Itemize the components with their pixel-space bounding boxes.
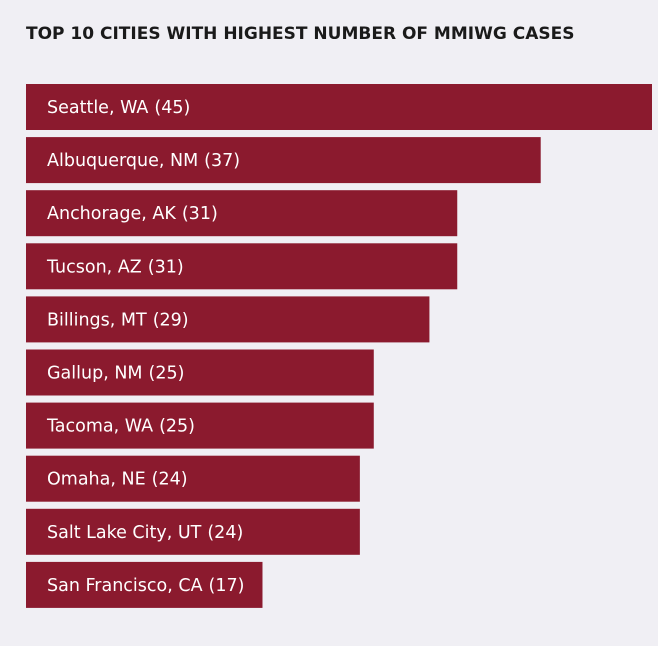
value-label: (25): [149, 364, 185, 384]
bar: [26, 402, 374, 449]
category-label: Seattle, WA: [47, 98, 148, 118]
value-label: (45): [154, 98, 190, 118]
bar: [26, 137, 541, 184]
category-label: Tacoma, WA: [46, 417, 153, 437]
bar-label: Gallup, NM (25): [47, 364, 184, 384]
bar-label: Omaha, NE (24): [47, 470, 188, 490]
value-label: (37): [204, 151, 240, 171]
category-label: Albuquerque, NM: [47, 151, 198, 171]
bar-label: Tucson, AZ (31): [46, 257, 184, 277]
value-label: (31): [182, 204, 218, 224]
chart-title: TOP 10 CITIES WITH HIGHEST NUMBER OF MMI…: [26, 24, 574, 44]
value-label: (17): [209, 576, 245, 596]
bar-label: Tacoma, WA (25): [46, 417, 195, 437]
bar: [26, 296, 430, 343]
category-label: Salt Lake City, UT: [47, 523, 202, 543]
bar-label: San Francisco, CA (17): [47, 576, 244, 596]
value-label: (24): [152, 470, 188, 490]
category-label: Anchorage, AK: [47, 204, 176, 224]
category-label: San Francisco, CA: [47, 576, 203, 596]
bar: [26, 243, 458, 290]
category-label: Billings, MT: [47, 310, 147, 330]
bar: [26, 455, 360, 502]
bar-label: Albuquerque, NM (37): [47, 151, 240, 171]
category-label: Tucson, AZ: [46, 257, 142, 277]
category-label: Gallup, NM: [47, 364, 143, 384]
bar: [26, 508, 360, 555]
category-label: Omaha, NE: [47, 470, 146, 490]
value-label: (25): [159, 417, 195, 437]
bar-label: Salt Lake City, UT (24): [47, 523, 243, 543]
bar: [26, 84, 652, 130]
bar: [26, 190, 458, 237]
bar-label: Seattle, WA (45): [47, 98, 190, 118]
value-label: (31): [148, 257, 184, 277]
bar-label: Anchorage, AK (31): [47, 204, 218, 224]
bar: [26, 349, 374, 396]
bar-label: Billings, MT (29): [47, 310, 189, 330]
value-label: (24): [207, 523, 243, 543]
bar: [26, 561, 263, 608]
value-label: (29): [153, 310, 189, 330]
